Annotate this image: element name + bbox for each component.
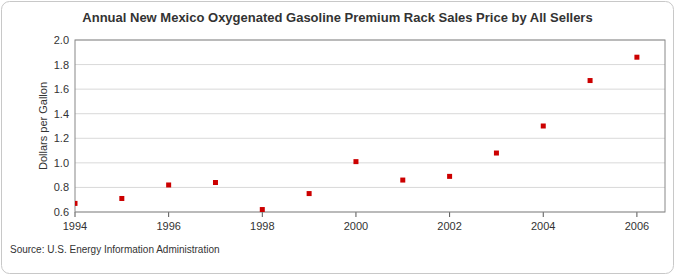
grid-line <box>75 138 665 139</box>
y-tick-label: 1.6 <box>54 83 69 95</box>
point <box>260 207 265 212</box>
x-tick-label: 2000 <box>344 220 368 232</box>
point <box>75 201 78 206</box>
x-tick-label: 2004 <box>531 220 555 232</box>
x-tick <box>168 212 169 217</box>
point <box>400 178 405 183</box>
grid-line <box>75 89 665 90</box>
x-tick <box>636 212 637 217</box>
source: Source: U.S. Energy Information Administ… <box>10 244 220 255</box>
background <box>2 2 674 274</box>
x-tick-label: 2006 <box>625 220 649 232</box>
point <box>541 124 546 129</box>
y-tick-label: 1.0 <box>54 157 69 169</box>
point <box>307 191 312 196</box>
y-tick-label: 1.2 <box>54 132 69 144</box>
grid-line <box>75 162 665 163</box>
grid-line <box>75 187 665 188</box>
x-tick <box>449 212 450 217</box>
title: Annual New Mexico Oxygenated Gasoline Pr… <box>82 10 592 25</box>
y-tick-label: 2.0 <box>54 34 69 46</box>
x-tick-label: 2002 <box>437 220 461 232</box>
y-tick-label: 1.4 <box>54 108 69 120</box>
point <box>588 78 593 83</box>
x-tick <box>262 212 263 217</box>
x-tick <box>355 212 356 217</box>
point <box>353 159 358 164</box>
y-tick-label: 1.8 <box>54 59 69 71</box>
point <box>634 55 639 60</box>
point <box>119 196 124 201</box>
x-tick <box>543 212 544 217</box>
x-tick-label: 1998 <box>250 220 274 232</box>
points <box>75 55 639 212</box>
point <box>166 182 171 187</box>
chart: Annual New Mexico Oxygenated Gasoline Pr… <box>0 0 675 275</box>
y-tick-label: 0.6 <box>54 206 69 218</box>
x-tick-label: 1994 <box>63 220 87 232</box>
point <box>447 174 452 179</box>
y-axis-label: Dollars per Gallon <box>37 82 49 170</box>
grid-line <box>75 64 665 65</box>
point <box>213 180 218 185</box>
plot-frame <box>75 40 665 212</box>
x-tick-label: 1996 <box>156 220 180 232</box>
y-tick-label: 0.8 <box>54 181 69 193</box>
x-tick <box>75 212 76 217</box>
grid-line <box>75 113 665 114</box>
point <box>494 151 499 156</box>
